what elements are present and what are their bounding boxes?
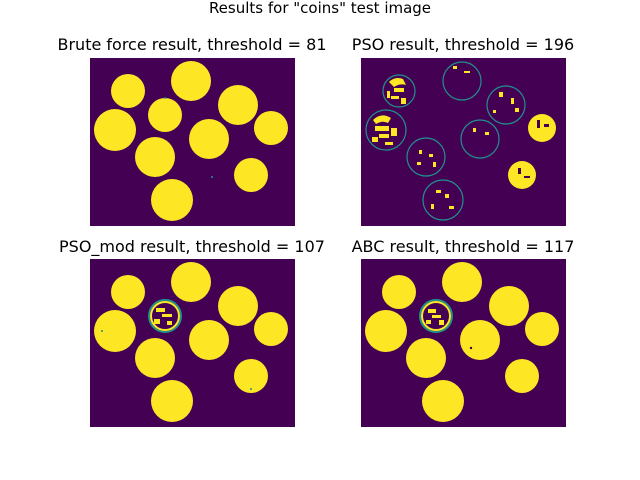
figure-title: Results for "coins" test image [208,0,432,17]
panel-title-brute-force: Brute force result, threshold = 81 [57,35,327,54]
abc-result-image [361,259,566,427]
pso-mod-result-image [90,259,295,427]
brute-force-result-image [90,58,295,226]
panel-title-pso-mod: PSO_mod result, threshold = 107 [59,237,325,256]
panel-title-abc: ABC result, threshold = 117 [351,237,575,256]
pso-result-image [361,58,566,226]
panel-title-pso: PSO result, threshold = 196 [351,35,575,54]
